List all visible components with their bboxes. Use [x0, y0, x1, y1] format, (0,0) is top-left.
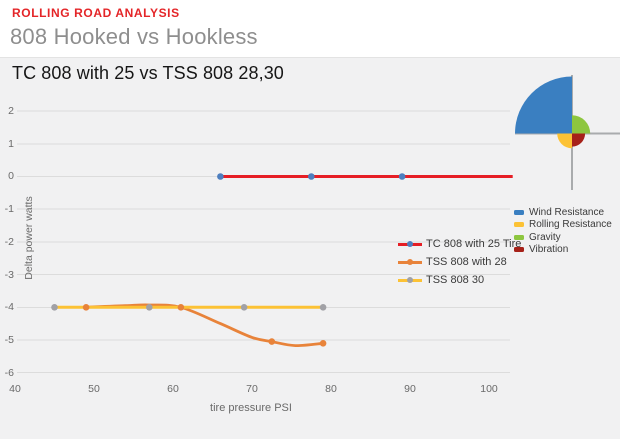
legend-label: Wind Resistance — [529, 206, 605, 218]
x-tick: 40 — [9, 383, 21, 395]
chart-title: TC 808 with 25 vs TSS 808 28,30 — [12, 63, 284, 83]
y-tick: -5 — [4, 334, 14, 346]
legend-swatch — [514, 222, 524, 228]
y-axis-title: Delta power watts — [23, 196, 35, 280]
x-tick: 80 — [325, 383, 337, 395]
x-tick: 50 — [88, 383, 100, 395]
legend-line-sample — [398, 258, 422, 266]
pie-legend: Wind Resistance Rolling Resistance Gravi… — [514, 206, 612, 256]
x-tick: 70 — [246, 383, 258, 395]
legend-label: TC 808 with 25 Tire — [426, 238, 522, 250]
y-tick: -3 — [4, 269, 14, 281]
legend-row-wind-resistance: Wind Resistance — [514, 206, 612, 219]
legend-label: TSS 808 with 28 — [426, 256, 507, 268]
legend-swatch — [514, 234, 524, 240]
legend-label: Rolling Resistance — [529, 219, 612, 231]
series-legend: TC 808 with 25 Tire TSS 808 with 28 TSS … — [398, 235, 521, 289]
x-tick: 90 — [404, 383, 416, 395]
legend-row-gravity: Gravity — [514, 231, 612, 244]
y-tick: -6 — [4, 367, 14, 379]
report-eyebrow: ROLLING ROAD ANALYSIS — [12, 6, 180, 20]
y-tick: 2 — [8, 105, 14, 117]
legend-swatch — [514, 209, 524, 215]
legend-label: Gravity — [529, 231, 561, 243]
legend-line-sample — [398, 276, 422, 284]
x-tick: 100 — [480, 383, 498, 395]
legend-line-sample — [398, 240, 422, 248]
y-tick: 1 — [8, 138, 14, 150]
legend-row-tc-808-25: TC 808 with 25 Tire — [398, 235, 521, 253]
y-tick: -4 — [4, 301, 14, 313]
y-tick: -2 — [4, 236, 14, 248]
legend-swatch — [514, 247, 524, 253]
y-tick: 0 — [8, 170, 14, 182]
x-tick: 60 — [167, 383, 179, 395]
legend-row-tss-808-28: TSS 808 with 28 — [398, 253, 521, 271]
page-title: 808 Hooked vs Hookless — [10, 24, 258, 49]
legend-row-rolling-resistance: Rolling Resistance — [514, 219, 612, 232]
x-axis-title: tire pressure PSI — [210, 402, 292, 414]
legend-label: Vibration — [529, 244, 569, 256]
legend-label: TSS 808 30 — [426, 274, 485, 286]
legend-row-vibration: Vibration — [514, 244, 612, 257]
legend-row-tss-808-30: TSS 808 30 — [398, 271, 521, 289]
y-tick: -1 — [4, 203, 14, 215]
